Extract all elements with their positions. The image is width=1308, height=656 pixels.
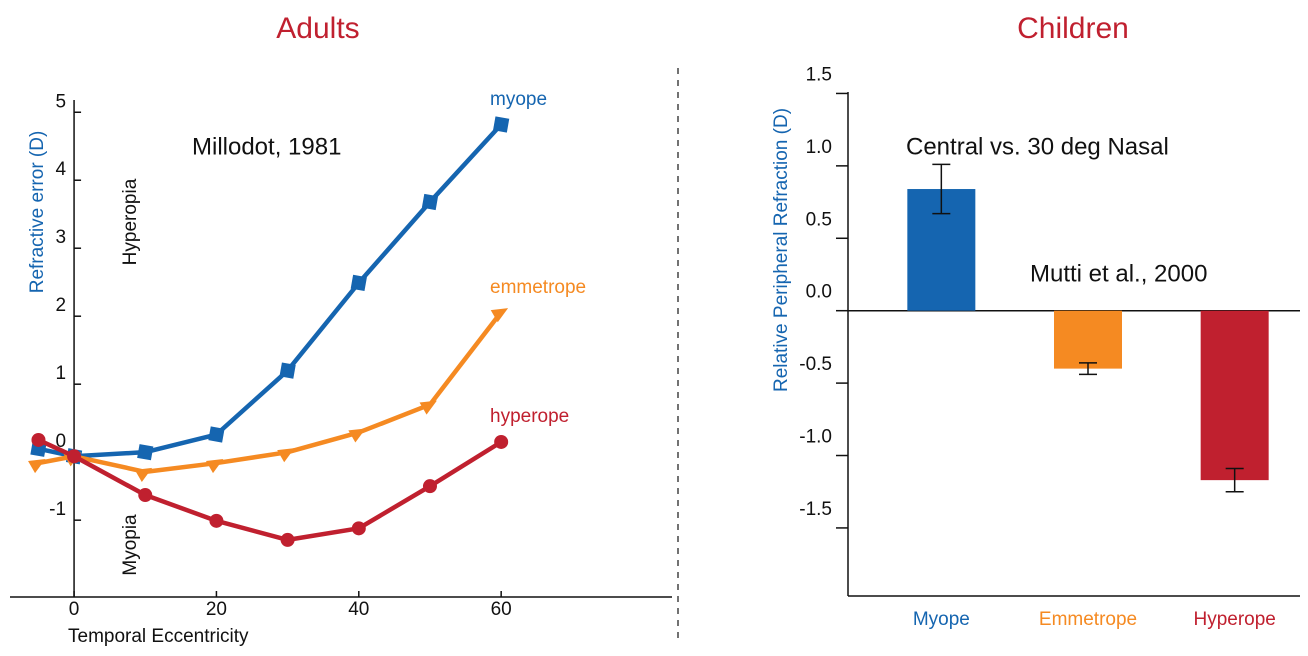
y-tick-label: 4 <box>55 159 66 180</box>
bar <box>1200 310 1269 481</box>
marker <box>137 444 154 461</box>
chart-title: Adults <box>276 12 359 45</box>
marker <box>421 193 439 211</box>
x-tick-label: Emmetrope <box>1039 609 1137 630</box>
marker <box>28 459 46 474</box>
y-tick-label: 1.0 <box>806 137 832 158</box>
legend-label: emmetrope <box>490 277 586 298</box>
marker <box>206 459 224 474</box>
marker <box>280 532 295 547</box>
y-axis-label: Relative Peripheral Refraction (D) <box>771 108 792 392</box>
marker <box>422 479 437 494</box>
y-tick-label: 1 <box>55 363 66 384</box>
y-tick-label: 0 <box>55 431 66 452</box>
y-tick-label: 2 <box>55 295 66 316</box>
y-axis-label: Refractive error (D) <box>27 131 48 294</box>
marker <box>134 467 153 482</box>
y-tick-label: -1.5 <box>799 499 832 520</box>
marker <box>277 448 295 463</box>
annotation: Millodot, 1981 <box>192 133 341 160</box>
y-tick-label: 3 <box>55 227 66 248</box>
marker <box>351 521 366 536</box>
marker <box>419 400 437 415</box>
marker <box>67 449 82 464</box>
x-tick-label: 40 <box>348 599 369 620</box>
marker <box>494 434 509 449</box>
legend-label: myope <box>490 89 547 110</box>
y-tick-label: 1.5 <box>806 64 832 85</box>
series-line <box>38 310 503 475</box>
x-tick-label: 0 <box>69 599 80 620</box>
x-tick-label: Myope <box>913 609 970 630</box>
y-tick-label: 0.5 <box>806 209 832 230</box>
chart-title: Children <box>1017 12 1129 45</box>
annotation: Mutti et al., 2000 <box>1030 260 1207 287</box>
y-tick-label: -1.0 <box>799 427 832 448</box>
series-line <box>38 122 503 459</box>
series-line <box>37 437 503 543</box>
annotation: Hyperopia <box>120 178 141 265</box>
y-tick-label: 5 <box>55 91 66 112</box>
marker <box>138 488 153 503</box>
marker <box>490 308 509 323</box>
marker <box>209 513 224 528</box>
x-tick-label: 60 <box>491 599 512 620</box>
y-tick-label: -1 <box>49 499 66 520</box>
marker <box>348 428 366 443</box>
bar <box>1054 310 1122 369</box>
legend-label: hyperope <box>490 406 569 427</box>
y-tick-label: 0.0 <box>806 282 832 303</box>
x-tick-label: 20 <box>206 599 227 620</box>
error-bar <box>1079 362 1097 376</box>
x-tick-label: Hyperope <box>1193 609 1275 630</box>
y-tick-label: -0.5 <box>799 354 832 375</box>
marker <box>350 274 367 291</box>
marker <box>279 362 296 379</box>
error-bar <box>1225 467 1244 493</box>
error-bar <box>932 163 951 215</box>
annotation: Myopia <box>120 514 141 576</box>
marker <box>208 426 225 443</box>
annotation: Central vs. 30 deg Nasal <box>906 133 1169 160</box>
x-axis-label: Temporal Eccentricity <box>68 626 249 647</box>
marker <box>31 432 46 447</box>
marker <box>493 116 510 133</box>
